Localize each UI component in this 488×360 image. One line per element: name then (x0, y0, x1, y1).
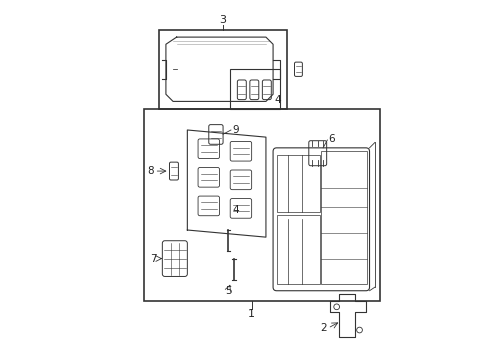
Text: 7: 7 (150, 253, 157, 264)
Text: 9: 9 (231, 125, 238, 135)
Bar (159, 30, 287, 109)
Text: 2: 2 (319, 323, 326, 333)
Bar (276, 215, 320, 284)
Text: 5: 5 (224, 286, 231, 296)
Text: 3: 3 (219, 15, 226, 24)
Bar (230, 69, 280, 109)
Bar (144, 109, 380, 301)
Bar (276, 155, 320, 212)
Bar (321, 152, 366, 284)
Text: 8: 8 (146, 166, 153, 176)
Text: 6: 6 (328, 134, 334, 144)
Text: 4: 4 (231, 205, 238, 215)
Text: 4: 4 (274, 95, 281, 105)
Text: 1: 1 (247, 309, 255, 319)
